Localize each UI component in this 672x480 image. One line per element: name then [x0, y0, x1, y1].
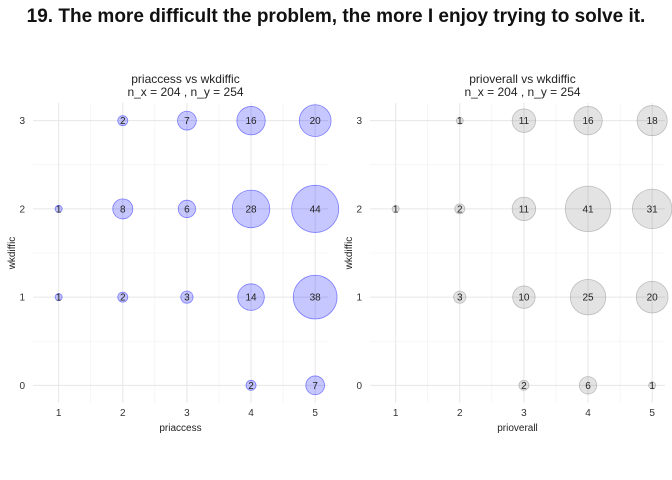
bubble	[391, 204, 400, 213]
bubble-label: 16	[582, 116, 594, 127]
bubble	[511, 108, 537, 133]
bubble	[117, 291, 129, 303]
bubble-label: 1	[56, 293, 62, 304]
bubble-label: 2	[457, 204, 463, 215]
bubble	[564, 185, 612, 233]
bubble-label: 41	[582, 204, 594, 215]
panel-subtitle: n_x = 204 , n_y = 254	[464, 85, 580, 99]
x-tick-label: 5	[312, 408, 318, 419]
bubble	[177, 110, 197, 131]
x-tick-label: 1	[56, 408, 62, 419]
bubble-label: 1	[393, 204, 399, 215]
y-tick-label: 1	[356, 293, 362, 304]
bubble-label: 16	[245, 116, 257, 127]
bubble	[648, 381, 657, 390]
bubble	[298, 104, 332, 137]
bubble	[291, 184, 340, 233]
bubble	[180, 290, 194, 304]
panel-subtitle: n_x = 204 , n_y = 254	[127, 85, 243, 99]
y-axis-title: wkdiffic	[7, 237, 18, 271]
bubble	[518, 379, 530, 391]
bubble	[117, 115, 129, 127]
y-tick-label: 0	[356, 381, 362, 392]
bubble-label: 7	[184, 116, 190, 127]
panel-title: priaccess vs wkdiffic	[131, 72, 239, 86]
bubble-label: 25	[582, 293, 594, 304]
bubble-label: 28	[245, 204, 257, 215]
bubble	[305, 375, 325, 396]
bubble-label: 7	[312, 381, 318, 392]
panel-title: prioverall vs wkdiffic	[469, 72, 575, 86]
bubble	[454, 203, 466, 215]
y-tick-label: 1	[19, 293, 25, 304]
y-axis-title: wkdiffic	[344, 237, 355, 271]
bubble-label: 44	[310, 204, 322, 215]
bubble-label: 3	[457, 293, 463, 304]
bubble	[635, 280, 669, 314]
bubble	[112, 198, 134, 220]
bubble	[512, 285, 536, 309]
y-tick-label: 2	[19, 204, 25, 215]
bubble	[636, 105, 668, 137]
y-tick-label: 0	[19, 381, 25, 392]
bubble-label: 38	[310, 293, 322, 304]
x-axis-title: prioverall	[497, 423, 538, 434]
y-tick-label: 2	[356, 204, 362, 215]
bubble	[245, 379, 257, 391]
x-tick-label: 4	[248, 408, 254, 419]
chart-title: 19. The more difficult the problem, the …	[26, 6, 646, 27]
bubble-label: 11	[519, 116, 530, 127]
x-tick-label: 3	[184, 408, 190, 419]
bubble	[236, 106, 266, 136]
bubble-label: 2	[521, 381, 527, 392]
x-tick-label: 2	[457, 408, 463, 419]
bubble-label: 3	[184, 293, 190, 304]
x-axis-title: priaccess	[159, 423, 201, 434]
bubble-label: 2	[120, 116, 126, 127]
bubble	[573, 106, 603, 136]
bubble	[511, 196, 537, 222]
bubble	[54, 204, 63, 213]
bubble-label: 6	[585, 381, 591, 392]
bubble-label: 18	[647, 116, 659, 127]
bubble	[231, 189, 271, 229]
bubble	[578, 376, 598, 395]
bubble	[569, 278, 607, 316]
x-tick-label: 1	[393, 408, 399, 419]
bubble	[237, 283, 265, 311]
bubble-label: 11	[519, 204, 530, 215]
bubble	[292, 274, 338, 320]
x-tick-label: 3	[521, 408, 527, 419]
bubble-label: 20	[310, 116, 322, 127]
bubble-label: 10	[518, 293, 530, 304]
bubble-label: 8	[120, 204, 126, 215]
bubble-label: 2	[248, 381, 254, 392]
y-tick-label: 3	[19, 116, 25, 127]
bubble-label: 31	[647, 204, 659, 215]
x-tick-label: 4	[585, 408, 591, 419]
bubble-label: 1	[457, 116, 463, 127]
bubble	[453, 290, 467, 304]
bubble	[54, 293, 63, 302]
bubble-label: 1	[56, 204, 62, 215]
bubble-label: 1	[649, 381, 655, 392]
bubble	[177, 199, 197, 218]
x-tick-label: 5	[649, 408, 655, 419]
x-tick-label: 2	[120, 408, 126, 419]
bubble-label: 2	[120, 293, 126, 304]
bubble-label: 14	[245, 293, 257, 304]
bubble-label: 20	[647, 293, 659, 304]
y-tick-label: 3	[356, 116, 362, 127]
bubble	[455, 116, 464, 125]
bubble-label: 6	[184, 204, 190, 215]
